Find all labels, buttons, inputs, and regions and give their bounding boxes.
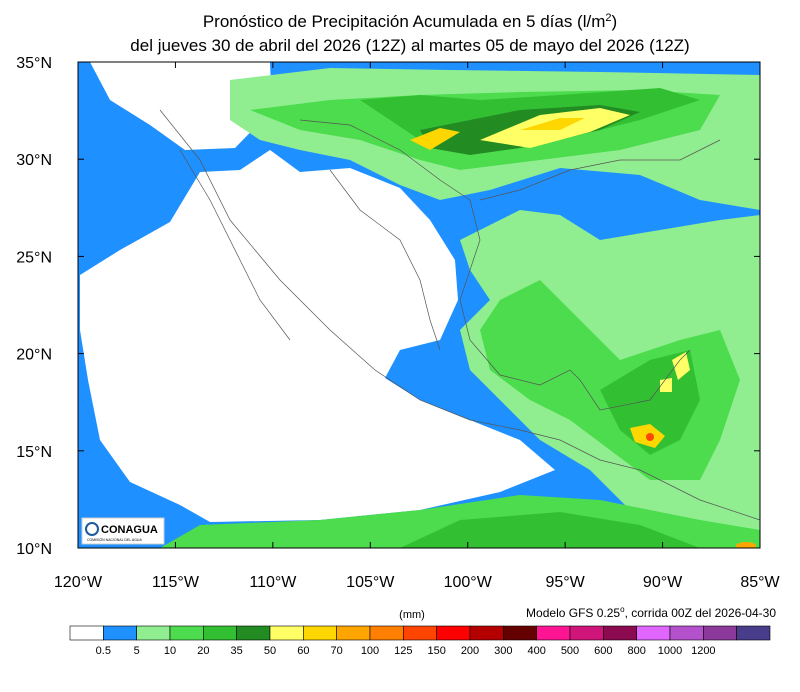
colorbar-swatch xyxy=(703,625,737,641)
lat-label: 30°N xyxy=(16,152,52,169)
logo-text: CONAGUA xyxy=(101,524,158,536)
rain-band xyxy=(400,512,700,548)
lon-label: 100°W xyxy=(444,574,493,591)
rain-core xyxy=(672,352,690,380)
lon-label: 95°W xyxy=(545,574,585,591)
map-field: CONAGUA COMISIÓN NACIONAL DEL AGUA xyxy=(78,62,760,548)
logo-subtext: COMISIÓN NACIONAL DEL AGUA xyxy=(87,537,142,542)
colorbar-label: 60 xyxy=(297,645,309,657)
colorbar-label: 800 xyxy=(627,645,645,657)
colorbar-swatch xyxy=(569,625,604,641)
colorbar-swatch xyxy=(236,625,271,641)
colorbar-label: 35 xyxy=(231,645,243,657)
lon-label: 120°W xyxy=(54,574,103,591)
colorbar-label: 100 xyxy=(361,645,379,657)
colorbar: 0.5 5 10 20 35 50 60 70 100 125 150 200 300 400 500 600… xyxy=(69,625,771,657)
colorbar-label: 0.5 xyxy=(96,645,111,657)
colorbar-swatch xyxy=(103,625,137,641)
colorbar-swatch xyxy=(536,625,571,641)
colorbar-label: 200 xyxy=(461,645,479,657)
colorbar-swatch xyxy=(169,625,204,641)
colorbar-label: 500 xyxy=(561,645,579,657)
colorbar-label: 1000 xyxy=(658,645,682,657)
colorbar-swatch xyxy=(669,625,704,641)
lon-label: 105°W xyxy=(346,574,395,591)
lon-label: 85°W xyxy=(740,574,780,591)
rain-core xyxy=(410,128,460,150)
lat-label: 20°N xyxy=(16,347,52,364)
colorbar-label: 1200 xyxy=(691,645,715,657)
colorbar-swatch xyxy=(403,625,437,641)
colorbar-swatch xyxy=(436,625,471,641)
lat-label: 10°N xyxy=(16,541,52,558)
colorbar-swatch xyxy=(469,625,504,641)
colorbar-label: 150 xyxy=(427,645,445,657)
colorbar-swatch xyxy=(503,625,537,641)
colorbar-label: 70 xyxy=(331,645,343,657)
colorbar-swatch xyxy=(136,625,171,641)
rain-core xyxy=(736,542,756,548)
logo-box xyxy=(81,517,165,545)
colorbar-swatch xyxy=(203,625,237,641)
rain-region xyxy=(600,350,700,455)
colorbar-swatch xyxy=(336,625,371,641)
dry-area xyxy=(90,62,272,150)
colorbar-label: 300 xyxy=(494,645,512,657)
colorbar-label: 50 xyxy=(264,645,276,657)
colorbar-swatch xyxy=(603,625,637,641)
rain-core xyxy=(660,378,672,392)
colorbar-label: 10 xyxy=(164,645,176,657)
plot-frame xyxy=(77,61,761,549)
coastlines xyxy=(159,109,760,521)
lon-label: 115°W xyxy=(152,574,200,591)
colorbar-swatch xyxy=(736,625,771,641)
lon-label: 90°W xyxy=(643,574,683,591)
lon-label: 110°W xyxy=(249,574,297,591)
title-line1: Pronóstico de Precipitación Acumulada en… xyxy=(203,12,617,31)
dry-area xyxy=(80,150,555,522)
rain-core xyxy=(520,118,585,130)
colorbar-swatch xyxy=(269,625,304,641)
colorbar-label: 125 xyxy=(394,645,412,657)
colorbar-label: 400 xyxy=(527,645,545,657)
legend-unit: (mm) xyxy=(399,609,425,621)
colorbar-swatch xyxy=(369,625,404,641)
logo: CONAGUA COMISIÓN NACIONAL DEL AGUA xyxy=(81,517,165,545)
title-line2: del jueves 30 de abril del 2026 (12Z) al… xyxy=(130,36,689,55)
rain-core xyxy=(646,433,654,441)
colorbar-swatch xyxy=(69,625,104,641)
colorbar-swatch xyxy=(303,625,337,641)
model-note: Modelo GFS 0.25o, corrida 00Z del 2026-0… xyxy=(526,605,776,620)
logo-icon xyxy=(85,522,99,536)
colorbar-label: 5 xyxy=(134,645,140,657)
colorbar-swatch xyxy=(636,625,671,641)
lat-label: 15°N xyxy=(16,444,52,461)
colorbar-label: 600 xyxy=(594,645,612,657)
colorbar-label: 20 xyxy=(197,645,209,657)
lat-label: 35°N xyxy=(16,55,52,72)
lat-label: 25°N xyxy=(16,249,52,266)
